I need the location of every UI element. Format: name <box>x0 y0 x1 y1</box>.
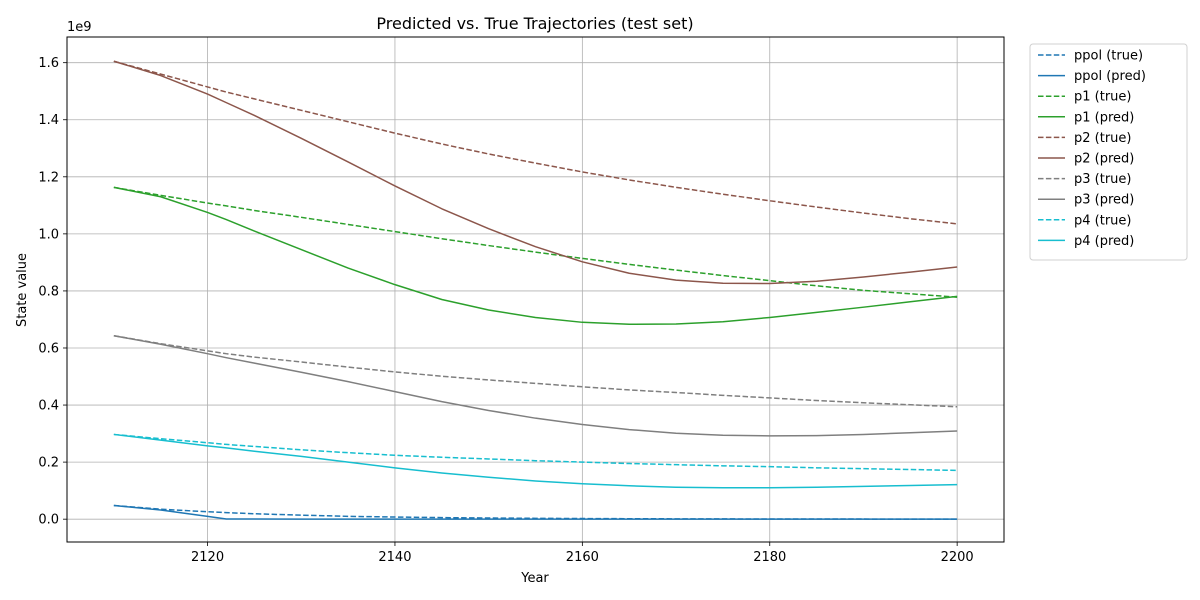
legend-label-8: p4 (true) <box>1074 213 1131 228</box>
series-line-4 <box>113 60 958 225</box>
series-line-7 <box>113 334 958 437</box>
y-axis-label: State value <box>15 253 30 327</box>
legend-box <box>1029 43 1188 261</box>
x-axis-label: Year <box>520 571 549 586</box>
x-tick-label: 2140 <box>378 550 411 565</box>
y-tick-label: 0.0 <box>38 513 59 528</box>
y-tick-label: 0.4 <box>38 399 59 414</box>
series-line-8 <box>113 433 958 472</box>
plot-area-frame <box>66 36 1005 543</box>
legend-label-3: p1 (pred) <box>1074 110 1134 125</box>
legend-label-2: p1 (true) <box>1074 90 1131 105</box>
x-tick-label: 2180 <box>753 550 786 565</box>
series-line-1 <box>113 504 958 520</box>
y-scale-offset-label: 1e9 <box>67 20 92 35</box>
series-line-6 <box>113 334 958 408</box>
legend-label-4: p2 (true) <box>1074 131 1131 146</box>
legend-label-0: ppol (true) <box>1074 49 1143 64</box>
series-line-9 <box>113 433 958 489</box>
y-tick-label: 1.2 <box>38 170 59 185</box>
x-tick-label: 2160 <box>566 550 599 565</box>
y-axis: 0.0 0.2 0.4 0.6 0.8 1.0 1.2 1.4 1.6 <box>38 56 67 528</box>
legend-label-6: p3 (true) <box>1074 172 1131 187</box>
x-tick-label: 2120 <box>191 550 224 565</box>
y-tick-label: 1.6 <box>38 56 59 71</box>
legend-label-7: p3 (pred) <box>1074 193 1134 208</box>
y-tick-label: 0.6 <box>38 341 59 356</box>
series-line-2 <box>113 186 958 298</box>
y-tick-label: 1.4 <box>38 113 59 128</box>
y-tick-label: 1.0 <box>38 227 59 242</box>
legend-label-9: p4 (pred) <box>1074 234 1134 249</box>
y-tick-label: 0.8 <box>38 284 59 299</box>
legend-label-5: p2 (pred) <box>1074 152 1134 167</box>
series-line-3 <box>113 186 958 326</box>
series-group <box>113 60 958 520</box>
legend: ppol (true) ppol (pred) p1 (true) p1 (pred)… <box>1029 43 1188 261</box>
y-tick-label: 0.2 <box>38 456 59 471</box>
chart-title: Predicted vs. True Trajectories (test se… <box>376 14 693 33</box>
grid <box>67 37 1004 542</box>
x-tick-label: 2200 <box>941 550 974 565</box>
x-axis: 2120 2140 2160 2180 2200 <box>191 542 974 565</box>
series-line-5 <box>113 60 958 285</box>
legend-label-1: ppol (pred) <box>1074 69 1146 84</box>
